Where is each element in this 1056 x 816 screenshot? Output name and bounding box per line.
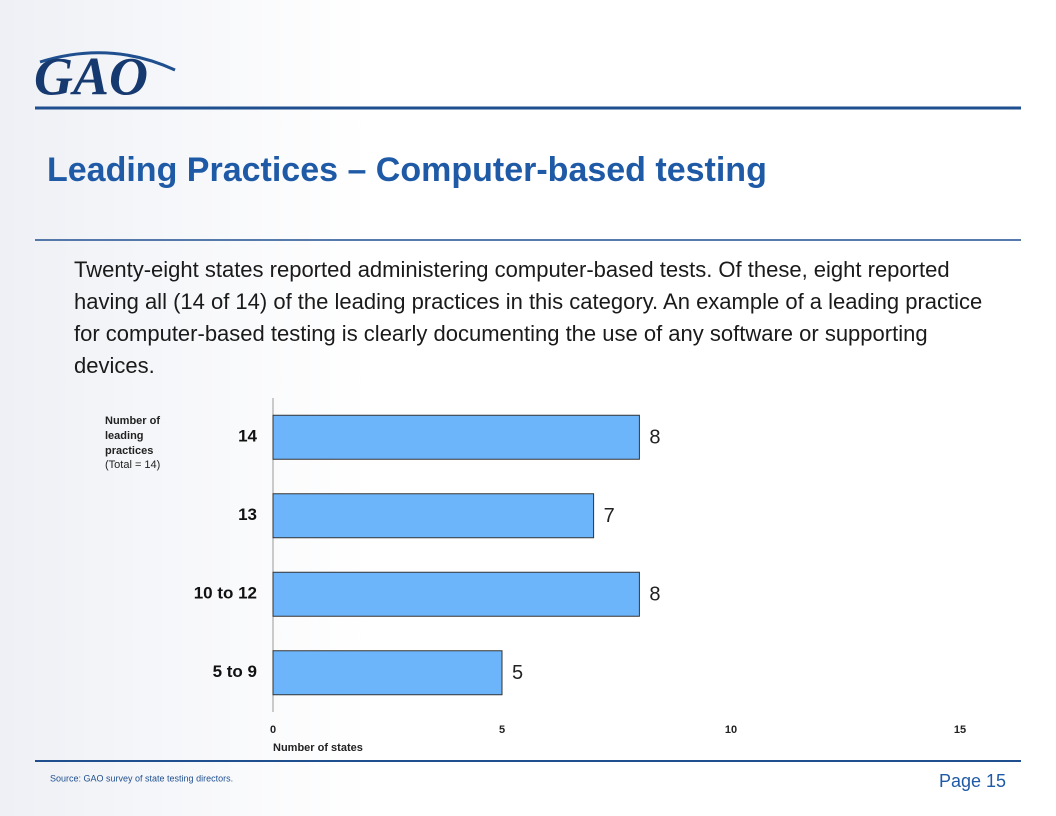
bar bbox=[272, 414, 640, 460]
bar bbox=[272, 493, 595, 539]
slide-title: Leading Practices – Computer-based testi… bbox=[47, 151, 767, 189]
value-label: 5 bbox=[512, 662, 523, 684]
bar bbox=[272, 571, 640, 617]
body-box: Twenty-eight states reported administeri… bbox=[74, 257, 983, 378]
x-tick-label: 0 bbox=[270, 724, 276, 736]
logo: GAO bbox=[34, 46, 148, 106]
x-tick-label: 5 bbox=[499, 724, 505, 736]
y-axis-note: (Total = 14) bbox=[105, 459, 161, 471]
y-label-box: Number of leading practices (Total = 14) bbox=[105, 414, 185, 471]
source-note: Source: GAO survey of state testing dire… bbox=[50, 773, 233, 783]
body-text: Twenty-eight states reported administeri… bbox=[74, 257, 983, 378]
y-axis-label: Number of leading practices bbox=[105, 415, 160, 457]
x-axis-label: Number of states bbox=[273, 742, 363, 754]
y-tick-label: 14 bbox=[238, 427, 257, 446]
value-label: 8 bbox=[649, 584, 660, 606]
x-tick-label: 15 bbox=[954, 724, 966, 736]
x-tick-label: 10 bbox=[725, 724, 737, 736]
page-number: Page 15 bbox=[939, 771, 1006, 791]
y-tick-label: 5 to 9 bbox=[213, 662, 257, 681]
y-label-wrap: Number of leading practices (Total = 14) bbox=[105, 414, 185, 471]
value-label: 8 bbox=[649, 427, 660, 449]
y-tick-label: 10 to 12 bbox=[194, 584, 257, 603]
value-label: 7 bbox=[604, 505, 615, 527]
y-tick-label: 13 bbox=[238, 505, 257, 524]
logo-swoosh bbox=[39, 51, 176, 72]
bar bbox=[272, 650, 503, 696]
